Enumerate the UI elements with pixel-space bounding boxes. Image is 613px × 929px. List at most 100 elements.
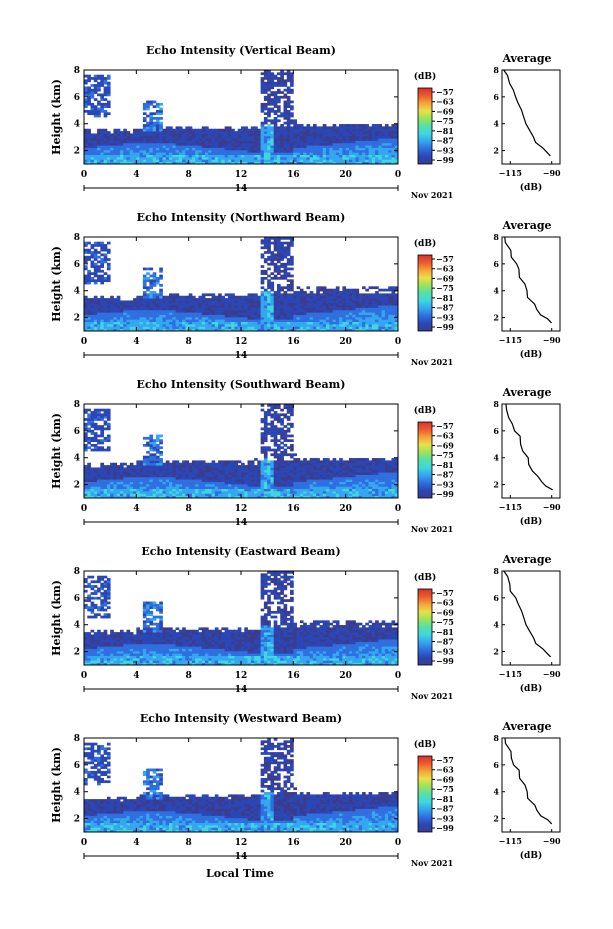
heatmap-cell <box>381 133 386 137</box>
heatmap-cell <box>152 112 157 116</box>
heatmap-cell <box>93 91 98 94</box>
heatmap-cell <box>227 460 232 464</box>
heatmap-cell <box>224 302 229 306</box>
heatmap-cell <box>299 323 304 327</box>
heatmap-cell <box>97 84 101 87</box>
heatmap-cell <box>169 493 173 497</box>
heatmap-cell <box>296 149 301 153</box>
heatmap-cell <box>188 152 193 155</box>
heatmap-cell <box>178 467 183 471</box>
heatmap-cell <box>283 248 288 252</box>
heatmap-cell <box>97 305 101 308</box>
heatmap-cell <box>152 159 157 163</box>
heatmap-cell <box>234 300 239 304</box>
heatmap-cell <box>159 326 163 330</box>
heatmap-cell <box>270 439 275 442</box>
heatmap-cell <box>381 321 386 325</box>
heatmap-cell <box>391 140 396 144</box>
heatmap-cell <box>303 135 307 139</box>
heatmap-cell <box>273 309 278 313</box>
heatmap-cell <box>335 126 340 130</box>
heatmap-cell <box>332 300 337 304</box>
heatmap-cell <box>221 154 226 158</box>
heatmap-cell <box>221 488 226 492</box>
heatmap-cell <box>276 119 281 123</box>
heatmap-cell <box>185 462 190 466</box>
heatmap-cell <box>113 314 118 318</box>
heatmap-cell <box>335 152 340 155</box>
heatmap-cell <box>103 472 108 475</box>
heatmap-cell <box>263 117 268 120</box>
heatmap-cell <box>231 321 235 325</box>
heatmap-cell <box>100 248 105 252</box>
heatmap-cell <box>273 126 278 130</box>
heatmap-cell <box>231 305 235 308</box>
heatmap-cell <box>365 319 369 322</box>
heatmap-cell <box>273 434 278 438</box>
heatmap-cell <box>142 284 147 287</box>
heatmap-cell <box>169 476 173 480</box>
heatmap-cell <box>218 156 222 160</box>
heatmap-cell <box>84 309 88 313</box>
heatmap-cell <box>100 323 105 327</box>
heatmap-cell <box>273 142 278 146</box>
heatmap-cell <box>270 432 275 435</box>
heatmap-cell <box>381 131 386 134</box>
heatmap-cell <box>84 159 88 163</box>
heatmap-cell <box>309 323 314 327</box>
heatmap-cell <box>326 328 330 332</box>
heatmap-cell <box>211 321 216 325</box>
heatmap-cell <box>267 154 271 158</box>
heatmap-cell <box>365 138 369 141</box>
heatmap-cell <box>309 326 314 330</box>
heatmap-cell <box>326 128 330 132</box>
heatmap-cell <box>159 460 163 464</box>
heatmap-cell <box>185 133 190 137</box>
heatmap-cell <box>93 476 98 480</box>
heatmap-cell <box>276 248 281 252</box>
heatmap-cell <box>106 316 111 320</box>
y-tick-label: 2 <box>74 314 80 324</box>
heatmap-cell <box>133 152 137 155</box>
heatmap-cell <box>201 490 206 494</box>
heatmap-cell <box>362 156 366 160</box>
heatmap-cell <box>244 474 248 478</box>
heatmap-cell <box>103 465 108 468</box>
heatmap-cell <box>152 142 157 146</box>
heatmap-cell <box>169 323 173 327</box>
heatmap-cell <box>283 138 288 141</box>
heatmap-cell <box>227 495 232 499</box>
heatmap-cell <box>267 302 271 306</box>
heatmap-cell <box>185 495 190 499</box>
heatmap-cell <box>273 302 278 306</box>
heatmap-cell <box>358 309 363 313</box>
heatmap-cell <box>267 488 271 492</box>
heatmap-cell <box>339 131 343 134</box>
heatmap-cell <box>182 138 186 141</box>
heatmap-cell <box>221 462 226 466</box>
heatmap-cell <box>296 319 301 322</box>
heatmap-cell <box>201 307 206 311</box>
heatmap-cell <box>276 138 281 141</box>
heatmap-cell <box>136 467 140 471</box>
heatmap-cell <box>322 326 327 330</box>
heatmap-cell <box>355 149 360 153</box>
heatmap-cell <box>93 107 98 111</box>
heatmap-cell <box>267 495 271 499</box>
heatmap-cell <box>326 147 330 151</box>
heatmap-cell <box>381 319 386 322</box>
heatmap-cell <box>106 147 111 151</box>
heatmap-cell <box>306 152 311 155</box>
heatmap-cell <box>100 493 105 497</box>
heatmap-cell <box>280 246 284 250</box>
heatmap-cell <box>165 131 170 134</box>
heatmap-cell <box>103 86 108 90</box>
heatmap-cell <box>90 149 95 153</box>
heatmap-cell <box>276 493 281 497</box>
heatmap-cell <box>303 328 307 332</box>
heatmap-cell <box>214 474 219 478</box>
heatmap-cell <box>286 284 291 287</box>
heatmap-cell <box>113 469 118 473</box>
heatmap-cell <box>276 95 281 99</box>
heatmap-cell <box>247 462 252 466</box>
